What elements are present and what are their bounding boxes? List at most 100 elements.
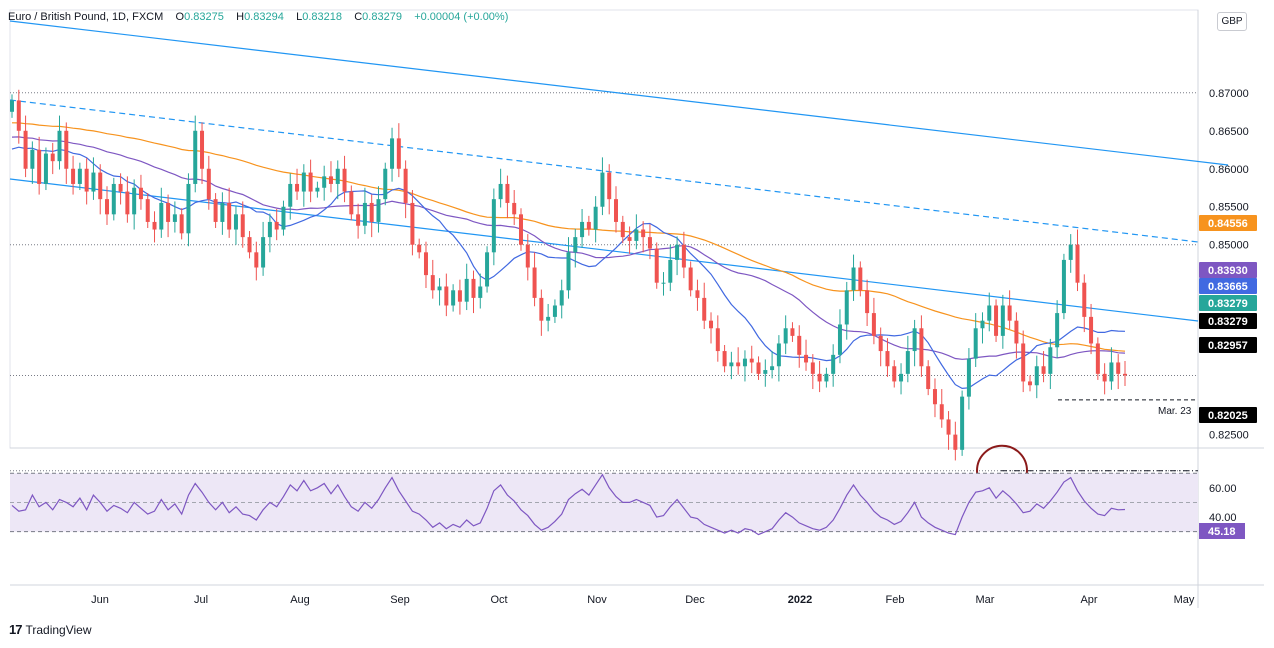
price-tick-label: 0.85500 xyxy=(1209,202,1249,214)
candle-body xyxy=(383,168,388,200)
x-tick-label: 2022 xyxy=(788,594,812,606)
candle-body xyxy=(715,328,720,352)
candle-body xyxy=(125,191,130,215)
tradingview-wordmark: TradingView xyxy=(25,622,92,637)
candle-body xyxy=(831,354,836,374)
candle-body xyxy=(600,172,605,207)
candle-body xyxy=(23,130,28,169)
candle-body xyxy=(430,275,435,291)
candle-body xyxy=(57,130,62,162)
candle-body xyxy=(342,168,347,192)
candle-body xyxy=(817,373,822,382)
candle-body xyxy=(369,202,374,222)
candle-body xyxy=(865,290,870,314)
rsi-tag-label: 45.18 xyxy=(1208,526,1236,538)
candle-body xyxy=(356,214,361,226)
candle-body xyxy=(403,168,408,203)
candle-body xyxy=(919,328,924,367)
candle-body xyxy=(763,370,768,374)
candle-body xyxy=(987,305,992,321)
candle-body xyxy=(614,199,619,222)
candle-body xyxy=(939,404,944,420)
x-tick-label: Sep xyxy=(390,594,410,606)
candle-body xyxy=(790,328,795,336)
x-tick-label: Mar xyxy=(976,594,995,606)
candle-body xyxy=(491,199,496,253)
x-tick-label: May xyxy=(1174,594,1195,606)
candle-body xyxy=(905,351,910,374)
price-tick-label: 0.86500 xyxy=(1209,126,1249,138)
candle-body xyxy=(423,252,428,276)
candle-body xyxy=(10,100,14,112)
candle-body xyxy=(1102,373,1107,382)
candle-body xyxy=(559,290,564,306)
candle-body xyxy=(797,335,802,355)
candle-body xyxy=(91,172,96,192)
candle-body xyxy=(681,244,686,268)
candle-body xyxy=(362,202,367,226)
candle-body xyxy=(776,343,781,367)
candle-body xyxy=(240,214,245,238)
candle-body xyxy=(634,229,639,241)
candle-body xyxy=(709,320,714,329)
symbol-title[interactable]: Euro / British Pound, 1D, FXCM xyxy=(8,11,164,23)
candle-body xyxy=(552,305,557,317)
candle-body xyxy=(220,202,225,222)
candle-body xyxy=(132,187,137,215)
candle-body xyxy=(871,313,876,336)
x-tick-label: Jun xyxy=(91,594,109,606)
ma-200-line xyxy=(11,122,1126,352)
candle-body xyxy=(1109,362,1114,382)
candle-body xyxy=(159,202,164,230)
candle-body xyxy=(824,373,829,382)
candle-body xyxy=(50,153,55,162)
price-tag-bg xyxy=(1199,295,1257,311)
candle-body xyxy=(30,149,35,169)
candle-body xyxy=(213,199,218,222)
candle-body xyxy=(688,267,693,291)
candle-body xyxy=(912,328,917,352)
candle-body xyxy=(295,183,300,192)
candle-body xyxy=(899,373,904,382)
price-tag-label: 0.84556 xyxy=(1208,218,1248,230)
price-tick-label: 0.87000 xyxy=(1209,88,1249,100)
price-tag-label: 0.83279 xyxy=(1208,316,1248,328)
candle-body xyxy=(932,389,937,405)
close-label: C xyxy=(354,11,363,23)
candle-body xyxy=(1055,313,1060,348)
candle-body xyxy=(261,237,266,268)
candle-body xyxy=(247,237,252,253)
candle-body xyxy=(478,286,483,298)
candle-body xyxy=(166,202,171,222)
rsi-tick-label: 60.00 xyxy=(1209,483,1237,495)
candle-body xyxy=(566,252,571,291)
candle-body xyxy=(518,214,523,245)
candle-body xyxy=(200,130,205,169)
candle-body xyxy=(627,237,632,241)
candle-body xyxy=(994,305,999,336)
candle-body xyxy=(64,130,69,169)
candle-body xyxy=(485,252,490,287)
tradingview-logo[interactable]: 17 TradingView xyxy=(9,622,92,637)
candle-body xyxy=(349,191,354,215)
close-value: 0.83279 xyxy=(362,11,402,23)
candle-body xyxy=(464,278,469,302)
candle-body xyxy=(858,267,863,291)
candle-body xyxy=(1007,305,1012,321)
candle-body xyxy=(885,351,890,367)
candle-body xyxy=(580,221,585,238)
candle-body xyxy=(620,221,625,238)
candle-body xyxy=(586,221,591,230)
candle-body xyxy=(505,183,510,203)
currency-badge[interactable]: GBP xyxy=(1217,12,1247,31)
candle-body xyxy=(498,183,503,200)
candle-body xyxy=(892,366,897,382)
candle-body xyxy=(973,328,978,359)
candle-body xyxy=(804,354,809,363)
candle-body xyxy=(71,168,76,184)
candle-body xyxy=(661,282,666,284)
price-tag-label: 0.83665 xyxy=(1208,281,1248,293)
candle-body xyxy=(179,214,184,234)
candle-body xyxy=(111,183,116,215)
